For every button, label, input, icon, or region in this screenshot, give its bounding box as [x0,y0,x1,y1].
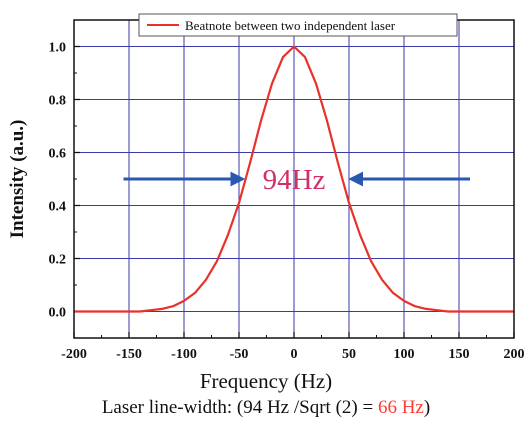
caption-prefix: Laser line-width: (94 Hz /Sqrt (2) = [101,397,378,418]
x-tick-label: -50 [230,347,249,362]
data-point [315,83,317,85]
data-point [403,300,405,302]
data-point [326,120,328,122]
data-point [172,305,174,307]
y-tick-label: 0.0 [49,306,67,321]
data-point [238,202,240,204]
caption-value: 66 Hz [377,397,424,418]
data-point [304,56,306,58]
data-point [205,279,207,281]
data-point [139,310,141,313]
annotation-label: 94Hz [263,164,326,196]
data-point [425,308,427,310]
data-point [436,309,438,311]
data-point [95,310,97,313]
data-point [469,310,471,313]
x-tick-label: 200 [504,347,525,362]
data-point [359,234,361,236]
data-point [117,310,119,313]
x-tick-label: -200 [61,347,87,362]
data-point [491,310,493,313]
y-tick-label: 0.8 [49,94,67,109]
data-point [194,292,196,294]
data-point [260,120,262,122]
x-tick-label: 100 [394,347,415,362]
data-point [293,45,295,48]
data-point [337,162,339,164]
line-chart: -200 -150 -100 -50 0 50 100 150 200 0.0 0.2 0.4 0.6 0… [7,13,525,363]
data-point [161,308,163,310]
data-point [392,292,394,294]
data-point [447,310,449,313]
data-point [370,260,372,262]
data-point [227,234,229,236]
annotation-layer: 94Hz [123,164,470,196]
data-point [414,305,416,307]
legend-box [138,13,458,37]
axis-ticks: -200 -150 -100 -50 0 50 100 150 200 0.0 0.2 0.4 0.6 0… [49,41,525,363]
data-point [271,83,273,85]
data-point [458,310,460,313]
x-tick-label: -100 [171,347,197,362]
legend: Beatnote between two independent laser [138,13,458,37]
y-tick-label: 0.6 [49,147,67,162]
data-point [249,162,251,164]
y-tick-label: 0.4 [49,200,67,215]
data-point [183,300,185,302]
x-tick-label: 150 [449,347,470,362]
y-axis-label: Intensity (a.u.) [7,120,28,239]
data-point [348,202,350,204]
data-point [282,56,284,58]
data-point [381,279,383,281]
y-tick-label: 1.0 [49,41,67,56]
data-point [150,309,152,311]
legend-label: Beatnote between two independent laser [185,18,396,33]
line-width-caption: Laser line-width: (94 Hz /Sqrt (2) = 66 … [0,397,532,419]
x-tick-label: -150 [116,347,142,362]
x-tick-label: 0 [291,347,298,362]
data-point [216,260,218,262]
caption-suffix: ) [423,397,431,418]
y-tick-label: 0.2 [49,253,67,268]
x-axis-label: Frequency (Hz) [199,369,333,393]
data-point [128,310,130,313]
x-tick-label: 50 [342,347,356,362]
